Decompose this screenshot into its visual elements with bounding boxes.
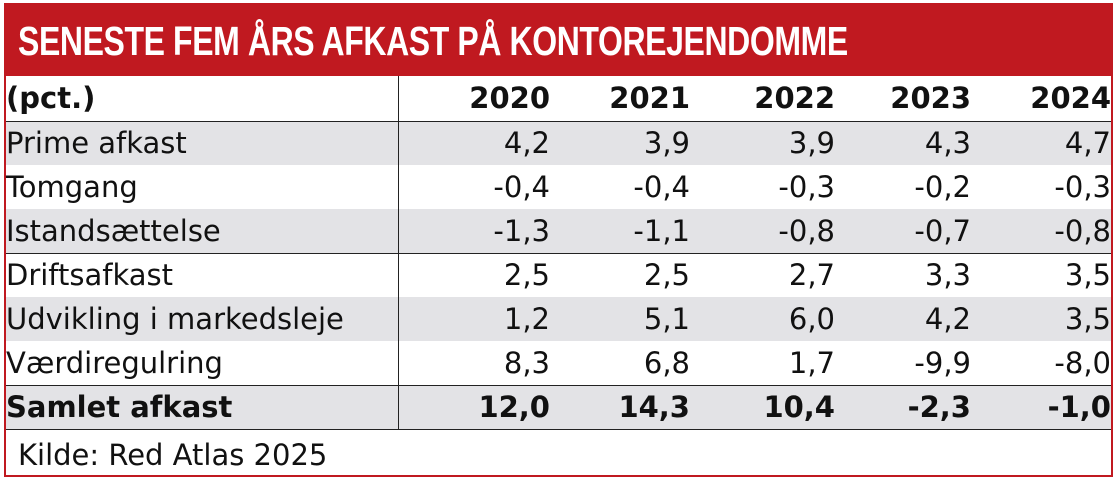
cell-value: 4,2 <box>835 297 971 341</box>
total-value: -2,3 <box>835 384 971 430</box>
header-row: (pct.) 2020 2021 2022 2023 2024 <box>6 76 1111 122</box>
cell-value: 4,7 <box>971 121 1111 165</box>
cell-value: 3,9 <box>690 121 835 165</box>
cell-value: -0,8 <box>690 209 835 253</box>
cell-value: -1,3 <box>398 209 550 253</box>
year-header-2024: 2024 <box>971 76 1111 122</box>
table-row: Prime afkast 4,2 3,9 3,9 4,3 4,7 <box>6 121 1111 165</box>
year-header-2020: 2020 <box>398 76 550 122</box>
row-label: Driftsafkast <box>6 252 399 297</box>
cell-value: -0,3 <box>1054 170 1111 204</box>
unit-header: (pct.) <box>6 76 399 122</box>
total-value: 10,4 <box>690 384 835 430</box>
table-row: Driftsafkast 2,5 2,5 2,7 3,3 3,5 <box>6 252 1111 297</box>
cell-value: 2,5 <box>550 252 690 297</box>
cell-value: 8,3 <box>503 345 550 380</box>
cell-value: -0,7 <box>835 209 971 253</box>
cell-value: 3,5 <box>971 297 1111 341</box>
row-label: Udvikling i markedsleje <box>6 297 399 341</box>
cell-value: 3,5 <box>971 252 1111 297</box>
cell-value: 3,3 <box>835 252 971 297</box>
table-row: Tomgang -0,4 -0,4 -0,3 -0,2 -0,3 <box>6 165 1111 209</box>
cell-value: -0,4 <box>633 170 690 204</box>
cell-value: -0,3 <box>778 170 835 204</box>
row-label: Værdiregulring <box>6 341 399 385</box>
title-bar: SENESTE FEM ÅRS AFKAST PÅ KONTOREJENDOMM… <box>6 5 1111 76</box>
year-header-2021: 2021 <box>550 76 690 122</box>
cell-value: 4,2 <box>398 121 550 165</box>
total-row: Samlet afkast 12,0 14,3 10,4 -2,3 -1,0 <box>6 384 1111 430</box>
cell-value: 5,1 <box>550 297 690 341</box>
returns-table: (pct.) 2020 2021 2022 2023 2024 Prime af… <box>6 76 1111 430</box>
cell-value: 4,3 <box>835 121 971 165</box>
total-value: -1,0 <box>971 384 1111 430</box>
cell-value: 1,7 <box>788 345 835 380</box>
cell-value: 2,5 <box>398 252 550 297</box>
cell-value: 1,2 <box>398 297 550 341</box>
cell-value: -1,1 <box>550 209 690 253</box>
table-row: Værdiregulring 8,3 6,8 1,7 -9,9 -8,0 <box>6 341 1111 385</box>
table-row: Udvikling i markedsleje 1,2 5,1 6,0 4,2 … <box>6 297 1111 341</box>
table-title: SENESTE FEM ÅRS AFKAST PÅ KONTOREJENDOMM… <box>18 18 848 64</box>
cell-value: -8,0 <box>1054 345 1111 380</box>
source-note: Kilde: Red Atlas 2025 <box>18 438 328 472</box>
total-label: Samlet afkast <box>6 384 399 430</box>
table-frame: SENESTE FEM ÅRS AFKAST PÅ KONTOREJENDOMM… <box>4 3 1113 477</box>
total-value: 12,0 <box>398 384 550 430</box>
row-label: Tomgang <box>6 165 399 209</box>
cell-value: 6,0 <box>690 297 835 341</box>
cell-value: 2,7 <box>690 252 835 297</box>
row-label: Istandsættelse <box>6 209 399 253</box>
cell-value: -9,9 <box>914 345 971 380</box>
cell-value: -0,2 <box>914 170 971 204</box>
year-header-2022: 2022 <box>690 76 835 122</box>
table-row: Istandsættelse -1,3 -1,1 -0,8 -0,7 -0,8 <box>6 209 1111 253</box>
row-label: Prime afkast <box>6 121 399 165</box>
cell-value: -0,4 <box>493 170 550 204</box>
cell-value: 3,9 <box>550 121 690 165</box>
cell-value: -0,8 <box>971 209 1111 253</box>
cell-value: 6,8 <box>643 345 690 380</box>
year-header-2023: 2023 <box>835 76 971 122</box>
total-value: 14,3 <box>550 384 690 430</box>
